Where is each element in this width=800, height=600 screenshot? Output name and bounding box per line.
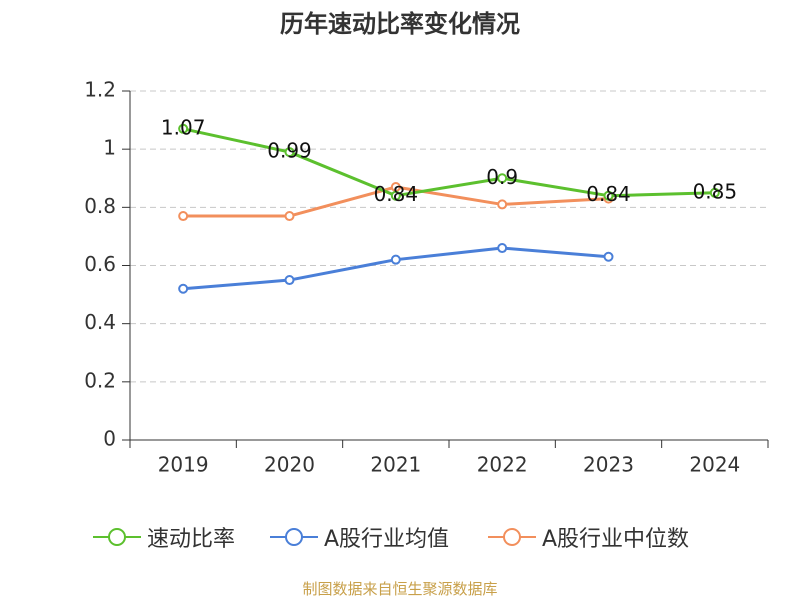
data-label: 0.9 [486, 165, 518, 189]
data-label: 0.99 [267, 139, 312, 163]
x-tick-label: 2023 [583, 453, 634, 477]
data-point [178, 123, 189, 134]
legend-marker-icon [93, 528, 141, 546]
x-tick-label: 2024 [689, 453, 740, 477]
chart-title: 历年速动比率变化情况 [280, 10, 520, 38]
data-point [178, 283, 189, 294]
series-line [183, 246, 609, 291]
x-tick-label: 2020 [264, 453, 315, 477]
data-point [497, 243, 508, 254]
data-point [284, 211, 295, 222]
legend-item-industry-median[interactable]: A股行业中位数 [488, 520, 689, 554]
data-point [390, 254, 401, 265]
x-tick-label: 2022 [477, 453, 528, 477]
y-tick-label: 1.2 [84, 78, 116, 102]
legend-marker-icon [270, 528, 318, 546]
x-tick-label: 2019 [158, 453, 209, 477]
data-point [284, 147, 295, 158]
legend-item-industry-mean[interactable]: A股行业均值 [270, 520, 449, 554]
y-tick-label: 0.8 [84, 194, 116, 218]
data-point [709, 187, 720, 198]
y-tick-label: 0.2 [84, 368, 116, 392]
data-point [603, 190, 614, 201]
legend-label: A股行业均值 [324, 527, 450, 552]
y-tick-label: 0.6 [84, 252, 116, 276]
data-point [497, 199, 508, 210]
data-point [284, 275, 295, 286]
source-note: 制图数据来自恒生聚源数据库 [302, 580, 498, 598]
x-tick-label: 2021 [370, 453, 421, 477]
legend-label: 速动比率 [147, 527, 236, 552]
data-point [390, 190, 401, 201]
legend-label: A股行业中位数 [542, 527, 690, 552]
y-tick-label: 1 [103, 136, 116, 160]
data-label: 1.07 [161, 115, 206, 139]
legend-marker-icon [488, 528, 536, 546]
data-label: 0.84 [586, 182, 631, 206]
data-label: 0.85 [693, 179, 738, 203]
y-tick-label: 0 [103, 427, 116, 451]
data-point [178, 211, 189, 222]
data-label: 0.84 [374, 182, 419, 206]
y-tick-label: 0.4 [84, 310, 116, 334]
series-line [182, 127, 715, 198]
legend: 速动比率 A股行业均值 A股行业中位数 [0, 520, 800, 554]
data-point [603, 251, 614, 262]
legend-item-quick-ratio[interactable]: 速动比率 [93, 520, 235, 554]
data-point [497, 173, 508, 184]
